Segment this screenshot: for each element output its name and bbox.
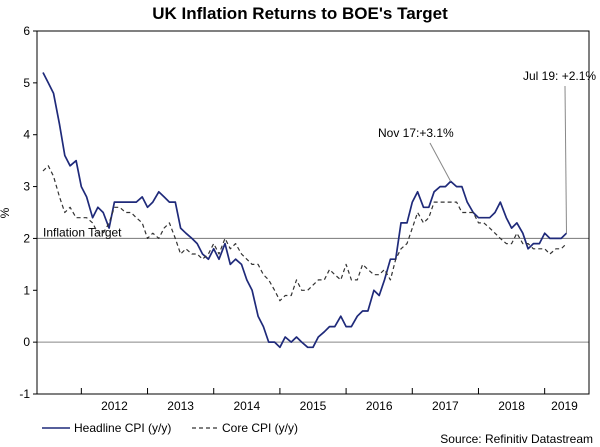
target-label: Inflation Target: [43, 225, 122, 239]
x-tick-label: 2019: [551, 399, 578, 413]
x-tick-label: 2012: [101, 399, 128, 413]
annotation-jul19-leader: [564, 85, 567, 234]
x-tick-label: 2015: [300, 399, 327, 413]
y-tick-label: 6: [23, 24, 30, 38]
y-axis: -1 0 1 2 3 4 5 6: [19, 24, 589, 401]
series-lines: [42, 72, 568, 349]
x-tick-label: 2014: [233, 399, 260, 413]
annotations: Nov 17:+3.1% Jul 19: +2.1%: [378, 69, 596, 234]
source-note: Source: Refinitiv Datastream: [440, 432, 593, 446]
y-tick-label: 5: [23, 76, 30, 90]
annotation-nov17: Nov 17:+3.1%: [378, 126, 454, 140]
y-tick-label: 2: [23, 231, 30, 245]
annotation-nov17-leader: [429, 142, 452, 182]
x-tick-label: 2013: [167, 399, 194, 413]
x-tick-label: 2016: [366, 399, 393, 413]
legend-label-headline: Headline CPI (y/y): [74, 421, 171, 435]
x-axis: 2012 2013 2014 2015 2016 2017 2018 2019: [80, 388, 578, 413]
inflation-target-line: Inflation Target: [37, 225, 589, 239]
headline-cpi-line: [42, 72, 568, 349]
x-tick-label: 2018: [498, 399, 525, 413]
y-tick-label: 0: [23, 335, 30, 349]
chart-title: UK Inflation Returns to BOE's Target: [152, 4, 448, 23]
core-cpi-line: [42, 165, 567, 302]
x-tick-label: 2017: [432, 399, 459, 413]
legend: Headline CPI (y/y) Core CPI (y/y): [42, 421, 298, 435]
legend-label-core: Core CPI (y/y): [222, 421, 298, 435]
annotation-jul19: Jul 19: +2.1%: [523, 69, 596, 83]
y-axis-label: %: [0, 207, 12, 218]
y-tick-label: 3: [23, 180, 30, 194]
y-tick-label: 4: [23, 128, 30, 142]
y-tick-label: 1: [23, 283, 30, 297]
plot-frame: [36, 30, 590, 395]
y-tick-label: -1: [19, 387, 30, 401]
